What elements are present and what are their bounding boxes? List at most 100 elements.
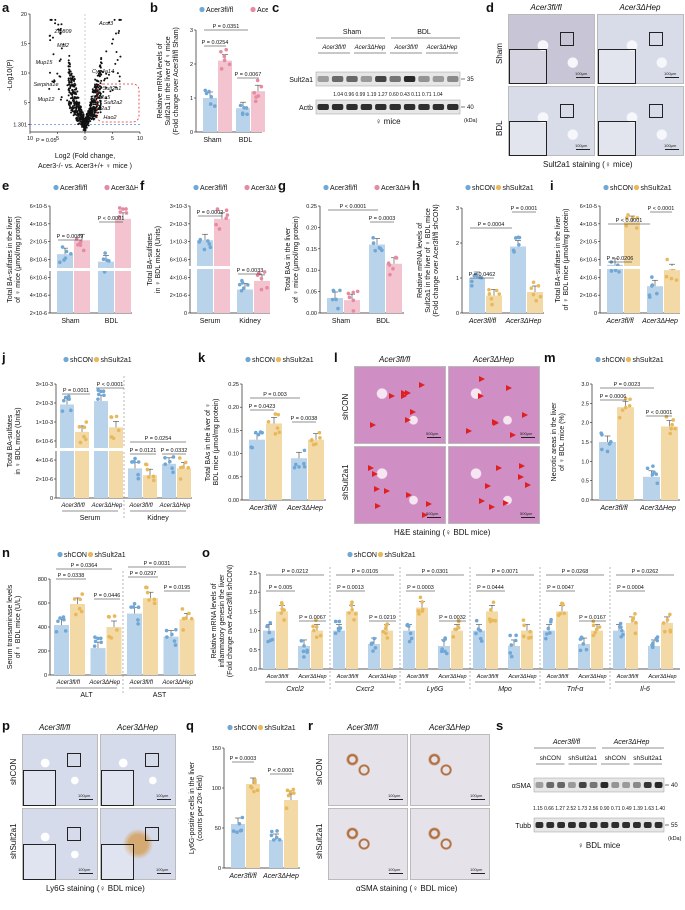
p-value-label: P = 0.0254 bbox=[202, 40, 229, 46]
bar bbox=[648, 645, 660, 669]
volcano-point bbox=[118, 18, 121, 21]
volcano-point bbox=[100, 79, 103, 82]
band bbox=[389, 104, 401, 110]
data-point bbox=[301, 649, 306, 654]
data-point bbox=[521, 618, 526, 622]
volcano-point bbox=[100, 86, 103, 89]
row-label: shCON bbox=[315, 758, 324, 785]
data-point bbox=[106, 614, 111, 619]
svg-n-group-label: Acer3fl/fl bbox=[56, 680, 81, 686]
bar bbox=[128, 468, 142, 498]
zoom-region-box bbox=[560, 104, 574, 118]
data-point bbox=[490, 302, 494, 307]
asma-stain-image: 100μm bbox=[328, 808, 408, 880]
ly6g-stain-image: 100μm bbox=[100, 734, 176, 806]
data-point bbox=[101, 257, 106, 262]
data-point bbox=[144, 462, 149, 467]
band bbox=[568, 822, 576, 828]
band bbox=[643, 782, 652, 788]
data-point bbox=[645, 466, 650, 471]
legend-swatch bbox=[625, 356, 632, 363]
data-point bbox=[240, 278, 244, 283]
necrosis-arrow bbox=[401, 390, 407, 397]
data-point bbox=[385, 636, 390, 640]
data-point bbox=[252, 789, 256, 794]
scale-bar-label: 100μm bbox=[575, 71, 588, 76]
o-y-label-1: inflammatory genesin the liver bbox=[219, 574, 226, 668]
data-point bbox=[544, 632, 549, 636]
row-label: shSult2a1 bbox=[315, 823, 324, 859]
data-point bbox=[548, 631, 552, 635]
svg-k-tick-label: 0.05 bbox=[228, 475, 239, 481]
panel-label-g: g bbox=[278, 178, 286, 193]
data-point bbox=[377, 246, 382, 250]
data-point bbox=[224, 47, 228, 52]
blot-strip bbox=[533, 777, 665, 793]
band bbox=[557, 822, 565, 828]
data-point bbox=[96, 392, 101, 397]
volcano-point bbox=[118, 80, 121, 83]
data-point bbox=[268, 621, 273, 625]
legend-swatch bbox=[57, 551, 63, 558]
data-point bbox=[152, 597, 157, 602]
bar bbox=[143, 475, 157, 498]
sult2a1-stain-image: 100μm bbox=[597, 14, 684, 84]
volcano-point bbox=[57, 23, 60, 26]
data-point bbox=[487, 287, 491, 292]
data-point bbox=[118, 210, 123, 214]
svg-f-y-label-1: in ♀ BDL mice (Units) bbox=[155, 226, 162, 293]
data-point bbox=[318, 436, 322, 440]
o-group-label: Acer3ΔHep bbox=[507, 674, 536, 680]
a-tick-label: 10 bbox=[21, 71, 27, 77]
column-label: Acer3fl/fl bbox=[530, 3, 562, 12]
gene-name: Cxcl2 bbox=[286, 686, 304, 693]
bar bbox=[74, 240, 90, 313]
svg-n-group-label: Acer3ΔHep bbox=[161, 680, 193, 686]
volcano-point bbox=[67, 94, 70, 97]
svg-n-tick-label: 600 bbox=[38, 601, 47, 607]
p-value-label: P = 0.0351 bbox=[213, 24, 240, 30]
volcano-point bbox=[67, 102, 70, 105]
volcano-point bbox=[93, 113, 96, 116]
bar bbox=[284, 800, 298, 868]
volcano-point bbox=[96, 89, 99, 92]
svg-g-group-label: Sham bbox=[332, 318, 350, 325]
necrosis-arrow bbox=[505, 384, 512, 391]
staining-caption: H&E staining (♀ BDL mice) bbox=[394, 528, 491, 537]
data-point bbox=[407, 639, 412, 644]
bar bbox=[451, 630, 463, 669]
svg-j-tick-label: 6×10-6 bbox=[36, 439, 53, 445]
data-point bbox=[124, 207, 128, 211]
a-tick-label: 15 bbox=[21, 42, 27, 48]
svg-h-group-label: Acer3fl/fl bbox=[468, 318, 497, 325]
svg-j-tick-label: 0 bbox=[50, 496, 53, 502]
data-point bbox=[93, 635, 97, 639]
svg-j-tick-label: 4×10-6 bbox=[36, 458, 53, 464]
data-point bbox=[209, 95, 214, 99]
data-point bbox=[204, 91, 209, 96]
panel-label-o: o bbox=[202, 545, 210, 560]
necrosis-arrow bbox=[374, 486, 381, 493]
data-point bbox=[102, 393, 106, 398]
genotype-header: Acer3ΔHep bbox=[426, 45, 458, 51]
volcano-point bbox=[83, 126, 86, 129]
data-point bbox=[347, 295, 352, 300]
panel-label-c: c bbox=[272, 0, 280, 15]
data-point bbox=[512, 250, 516, 254]
data-point bbox=[620, 408, 625, 412]
volcano-point bbox=[99, 104, 102, 107]
data-point bbox=[489, 296, 494, 301]
data-point bbox=[591, 633, 596, 638]
svg-j-group-label: Acer3ΔHep bbox=[159, 503, 191, 509]
data-point bbox=[60, 245, 65, 249]
panel-label-p: p bbox=[2, 718, 10, 733]
bar bbox=[115, 218, 131, 313]
column-label: Acer3fl/fl bbox=[39, 723, 71, 732]
data-point bbox=[66, 394, 71, 399]
data-point bbox=[146, 475, 151, 479]
svg-q-tick-label: 150 bbox=[212, 746, 221, 752]
scale-bar-label: 100μm bbox=[388, 793, 401, 798]
svg-n-y-label-1: of ♀ BDL mice (U/L) bbox=[15, 596, 22, 659]
panel-d: d Acer3fl/fl Acer3ΔHep Sham 100μm 100μm BDL 10… bbox=[484, 0, 685, 175]
bar bbox=[333, 630, 345, 669]
